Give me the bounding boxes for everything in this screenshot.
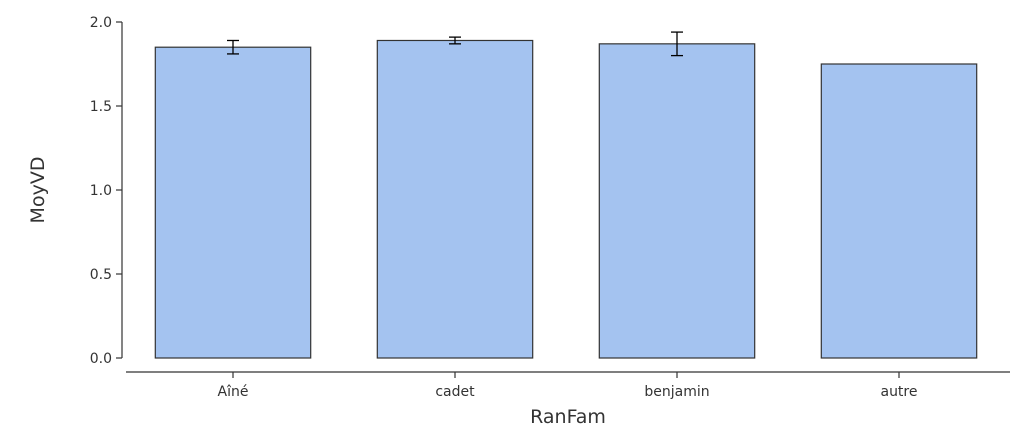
x-tick-label: Aîné bbox=[218, 384, 249, 400]
y-axis-title: MoyVD bbox=[27, 157, 49, 224]
y-tick-label: 1.0 bbox=[90, 183, 112, 199]
x-tick-label: benjamin bbox=[644, 384, 709, 400]
bar-3 bbox=[820, 63, 978, 359]
error-bar-1 bbox=[449, 36, 461, 45]
y-tick-label: 1.5 bbox=[90, 99, 112, 115]
y-axis: 0.0 0.5 1.0 1.5 2.0 bbox=[90, 15, 123, 367]
bar-2 bbox=[598, 43, 756, 359]
x-tick-label: autre bbox=[880, 384, 917, 400]
bar-0 bbox=[154, 46, 312, 359]
y-tick-label: 0.0 bbox=[90, 351, 112, 367]
x-axis-title: RanFam bbox=[530, 406, 606, 428]
error-bar-2 bbox=[671, 31, 683, 57]
bar-1 bbox=[376, 39, 534, 359]
error-bar-0 bbox=[227, 39, 239, 55]
bars bbox=[154, 39, 978, 359]
x-axis: Aîné cadet benjamin autre bbox=[126, 371, 1010, 400]
y-tick-label: 2.0 bbox=[90, 15, 112, 31]
x-tick-label: cadet bbox=[435, 384, 475, 400]
y-tick-label: 0.5 bbox=[90, 267, 112, 283]
error-bars bbox=[227, 31, 683, 57]
